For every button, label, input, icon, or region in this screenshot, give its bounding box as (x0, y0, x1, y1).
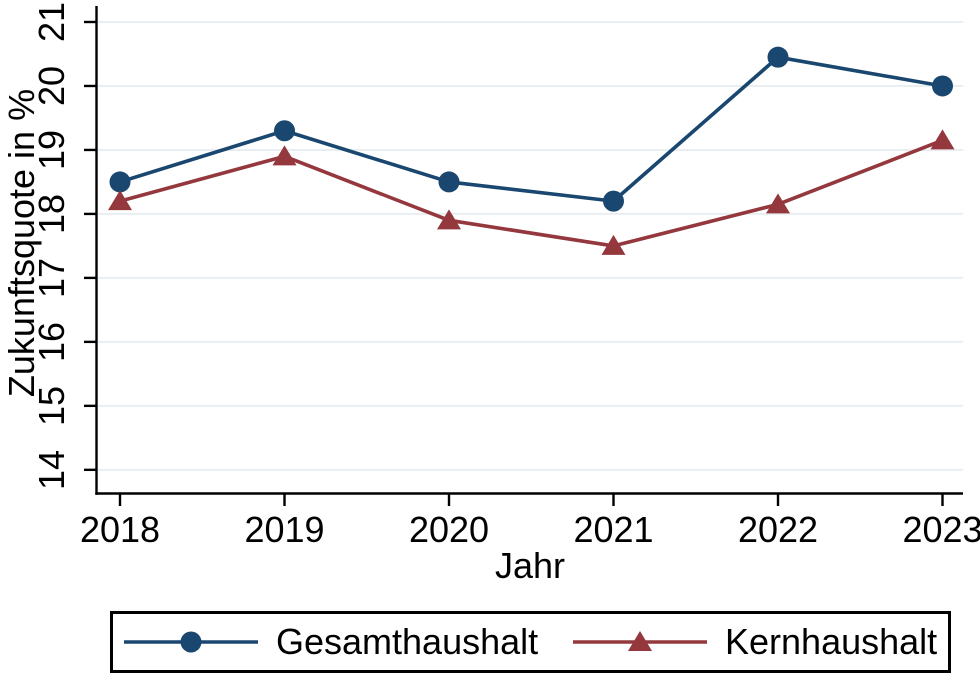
data-point-gesamthaushalt-2019 (274, 120, 295, 142)
data-point-kernhaushalt-2021 (601, 234, 626, 255)
x-axis-tick-label: 2023 (902, 509, 980, 550)
legend-entry-gesamthaushalt: Gesamthaushalt (124, 614, 538, 670)
legend-entry-kernhaushalt: Kernhaushalt (573, 614, 937, 670)
legend: Gesamthaushalt Kernhaushalt (110, 611, 951, 673)
legend-line-triangle-icon (573, 631, 707, 651)
data-point-gesamthaushalt-2018 (109, 171, 131, 193)
data-point-kernhaushalt-2019 (272, 145, 297, 166)
legend-marker-triangle (628, 631, 652, 651)
x-axis-tick-label: 2018 (79, 509, 161, 550)
series-line-gesamthaushalt (119, 55, 943, 203)
legend-label: Kernhaushalt (725, 621, 938, 662)
x-axis-title: Jahr (494, 545, 566, 586)
y-axis-tick-label: 20 (31, 65, 72, 106)
data-point-kernhaushalt-2018 (108, 190, 132, 211)
data-point-gesamthaushalt-2020 (438, 171, 460, 193)
x-axis-tick-label: 2020 (408, 509, 490, 550)
data-point-gesamthaushalt-2023 (932, 75, 953, 97)
x-axis-tick-label: 2022 (737, 509, 819, 550)
y-axis-tick-label: 16 (31, 321, 72, 362)
y-axis-tick-label: 17 (31, 257, 72, 298)
y-axis-tick-label: 19 (31, 129, 72, 170)
y-axis-tick-label: 15 (31, 385, 72, 426)
series-line-kernhaushalt (119, 138, 944, 248)
data-point-kernhaushalt-2022 (766, 193, 790, 214)
legend-line-circle-icon (124, 631, 258, 653)
data-point-kernhaushalt-2023 (930, 129, 955, 150)
data-point-gesamthaushalt-2021 (603, 190, 624, 212)
legend-marker-circle (180, 631, 202, 653)
data-point-gesamthaushalt-2022 (767, 46, 789, 68)
y-axis-tick-label: 18 (31, 193, 72, 234)
x-axis-tick-label: 2021 (573, 509, 654, 550)
y-axis-tick-label: 21 (31, 1, 72, 43)
data-point-kernhaushalt-2020 (437, 209, 461, 230)
y-axis-tick-label: 14 (31, 449, 72, 490)
legend-label: Gesamthaushalt (276, 621, 539, 662)
x-axis-tick-label: 2019 (244, 509, 325, 550)
